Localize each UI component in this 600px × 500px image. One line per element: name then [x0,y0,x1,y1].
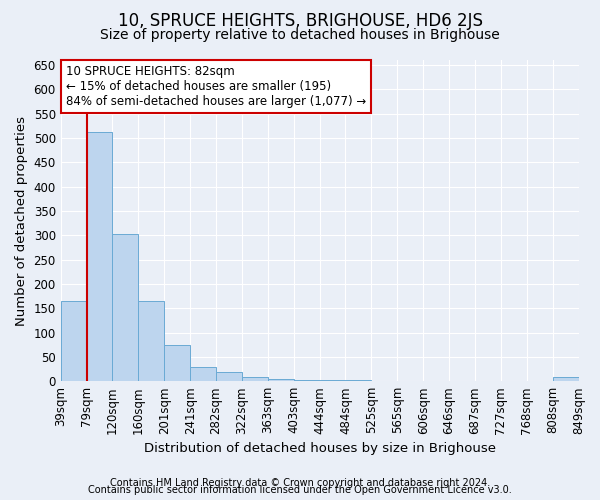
Bar [190,366,216,381]
Bar [268,378,293,381]
Bar [164,344,190,381]
Bar [242,378,268,381]
Text: Contains HM Land Registry data © Crown copyright and database right 2024.: Contains HM Land Registry data © Crown c… [110,478,490,488]
Text: 10, SPRUCE HEIGHTS, BRIGHOUSE, HD6 2JS: 10, SPRUCE HEIGHTS, BRIGHOUSE, HD6 2JS [118,12,482,30]
Bar [553,378,578,381]
Bar [61,301,86,381]
Y-axis label: Number of detached properties: Number of detached properties [15,116,28,326]
Bar [346,380,371,381]
Bar [86,132,112,381]
Bar [293,380,320,381]
Bar [216,372,242,381]
Text: Contains public sector information licensed under the Open Government Licence v3: Contains public sector information licen… [88,485,512,495]
Bar [112,234,139,381]
Text: 10 SPRUCE HEIGHTS: 82sqm
← 15% of detached houses are smaller (195)
84% of semi-: 10 SPRUCE HEIGHTS: 82sqm ← 15% of detach… [66,65,366,108]
Bar [320,380,346,381]
X-axis label: Distribution of detached houses by size in Brighouse: Distribution of detached houses by size … [143,442,496,455]
Bar [139,301,164,381]
Text: Size of property relative to detached houses in Brighouse: Size of property relative to detached ho… [100,28,500,42]
